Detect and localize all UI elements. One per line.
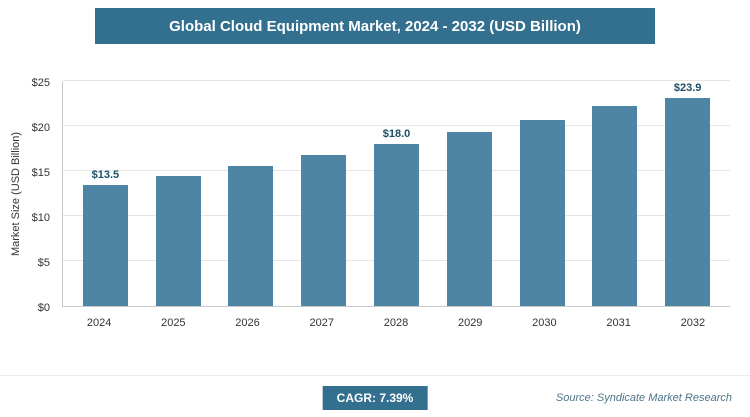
- bar-column-2029: [433, 82, 506, 306]
- x-tick-label-2025: 2025: [161, 317, 186, 329]
- y-tick-label: $5: [37, 257, 50, 269]
- bars: $13.5 $18.0 $23.9: [63, 82, 730, 306]
- bar-column-2027: [287, 82, 360, 306]
- x-tick-label-2026: 2026: [235, 317, 260, 329]
- chart-title-banner: Global Cloud Equipment Market, 2024 - 20…: [95, 8, 655, 44]
- bar-2027: [301, 154, 347, 306]
- gridline: [63, 125, 730, 126]
- bar-2025: [155, 175, 201, 306]
- y-tick-label: $0: [37, 302, 50, 314]
- bar-column-2031: [578, 82, 651, 306]
- bar-2031: [592, 106, 638, 306]
- x-tick-label-2024: 2024: [86, 317, 112, 329]
- x-tick-label-2032: 2032: [680, 317, 706, 329]
- bar-value-label-2028: $18.0: [382, 128, 411, 140]
- bar-column-2024: $13.5: [69, 82, 142, 306]
- footer: CAGR: 7.39% Source: Syndicate Market Res…: [0, 375, 750, 417]
- x-tick-label-2029: 2029: [457, 317, 483, 329]
- bar-2026: [228, 165, 274, 306]
- bar-2029: [446, 132, 492, 306]
- y-tick-label: $20: [31, 122, 50, 134]
- bar-2024: [82, 184, 128, 306]
- x-tick-label-2028: 2028: [383, 317, 409, 329]
- bar-2032: [665, 98, 711, 306]
- bar-column-2028: $18.0: [360, 82, 433, 306]
- cagr-badge: CAGR: 7.39%: [322, 386, 428, 410]
- y-tick-label: $15: [31, 167, 50, 179]
- y-axis-ticks: $0 $5 $10 $15 $20 $25: [0, 77, 56, 314]
- bar-value-label-2032: $23.9: [673, 82, 702, 94]
- bar-2030: [519, 119, 565, 306]
- x-tick-label-2027: 2027: [309, 317, 334, 329]
- bar-column-2025: [142, 82, 215, 306]
- plot-area: $13.5 $18.0 $23.9: [62, 80, 730, 307]
- bar-value-label-2024: $13.5: [91, 168, 120, 181]
- gridline: [63, 80, 730, 81]
- source-text: Source: Syndicate Market Research: [555, 392, 732, 404]
- bar-column-2032: $23.9: [651, 82, 724, 306]
- bar-2028: [374, 144, 420, 306]
- chart-title: Global Cloud Equipment Market, 2024 - 20…: [169, 17, 581, 35]
- y-tick-label: $10: [31, 212, 50, 224]
- y-tick-label: $25: [31, 77, 50, 89]
- bar-column-2026: [215, 82, 288, 306]
- bar-column-2030: [506, 82, 579, 306]
- x-tick-label-2030: 2030: [532, 317, 557, 329]
- x-tick-label-2031: 2031: [606, 317, 631, 329]
- x-axis-labels: 2024 2025 2026 2027 2028 2029 2030 2031 2032: [62, 308, 730, 329]
